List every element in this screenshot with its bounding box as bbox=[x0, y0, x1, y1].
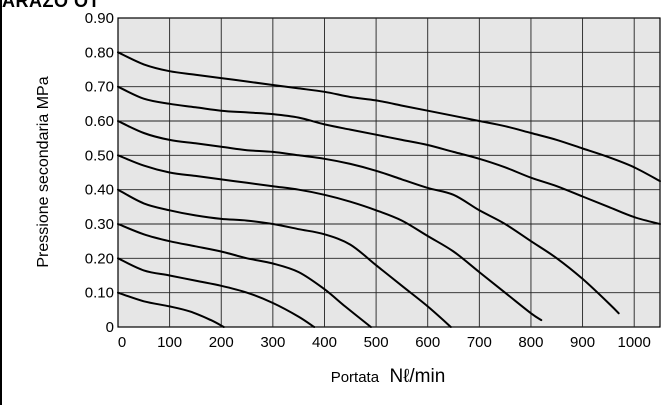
y-tick-label: 0.40 bbox=[85, 182, 114, 199]
series-line-1 bbox=[117, 291, 225, 328]
y-tick-label: 0.10 bbox=[85, 285, 114, 302]
y-tick-label: 0.60 bbox=[85, 113, 114, 130]
y-tick-label: 0 bbox=[106, 319, 114, 336]
x-tick-label: 500 bbox=[364, 334, 389, 351]
x-axis-label-main: Portata bbox=[331, 369, 380, 386]
series-line-6 bbox=[117, 120, 620, 315]
series-line-5 bbox=[117, 154, 543, 322]
x-tick-label: 0 bbox=[118, 334, 126, 351]
grid-lines bbox=[118, 18, 660, 327]
series-line-2 bbox=[117, 257, 316, 328]
x-tick-label: 1000 bbox=[618, 334, 651, 351]
x-axis-ticks: 0 100 200 300 400 500 600 700 800 900 1000 bbox=[118, 334, 651, 351]
y-axis-label: Pressione secondaria MPa bbox=[35, 76, 52, 267]
series-lines bbox=[117, 51, 661, 328]
x-tick-label: 600 bbox=[415, 334, 440, 351]
series-line-4 bbox=[117, 188, 452, 328]
series-line-3 bbox=[117, 223, 372, 328]
left-border-line bbox=[0, 0, 2, 405]
y-tick-label: 0.80 bbox=[85, 44, 114, 61]
x-tick-label: 400 bbox=[312, 334, 337, 351]
y-tick-label: 0.90 bbox=[85, 10, 114, 27]
x-tick-label: 900 bbox=[570, 334, 595, 351]
y-axis-ticks: 0 0.10 0.20 0.30 0.40 0.50 0.60 0.70 0.80 0.90 bbox=[85, 10, 114, 336]
y-tick-label: 0.70 bbox=[85, 79, 114, 96]
cropped-heading: ARAZO OT bbox=[2, 0, 100, 11]
y-tick-label: 0.30 bbox=[85, 216, 114, 233]
x-tick-label: 800 bbox=[518, 334, 543, 351]
x-tick-label: 300 bbox=[260, 334, 285, 351]
x-axis-label: Portata Nℓ/min bbox=[331, 366, 446, 387]
x-tick-label: 200 bbox=[209, 334, 234, 351]
x-tick-label: 700 bbox=[467, 334, 492, 351]
y-tick-label: 0.20 bbox=[85, 250, 114, 267]
y-tick-label: 0.50 bbox=[85, 147, 114, 164]
x-tick-label: 100 bbox=[157, 334, 182, 351]
series-line-7 bbox=[117, 85, 661, 225]
x-axis-label-unit: Nℓ/min bbox=[390, 366, 446, 387]
series-line-8 bbox=[117, 51, 661, 183]
